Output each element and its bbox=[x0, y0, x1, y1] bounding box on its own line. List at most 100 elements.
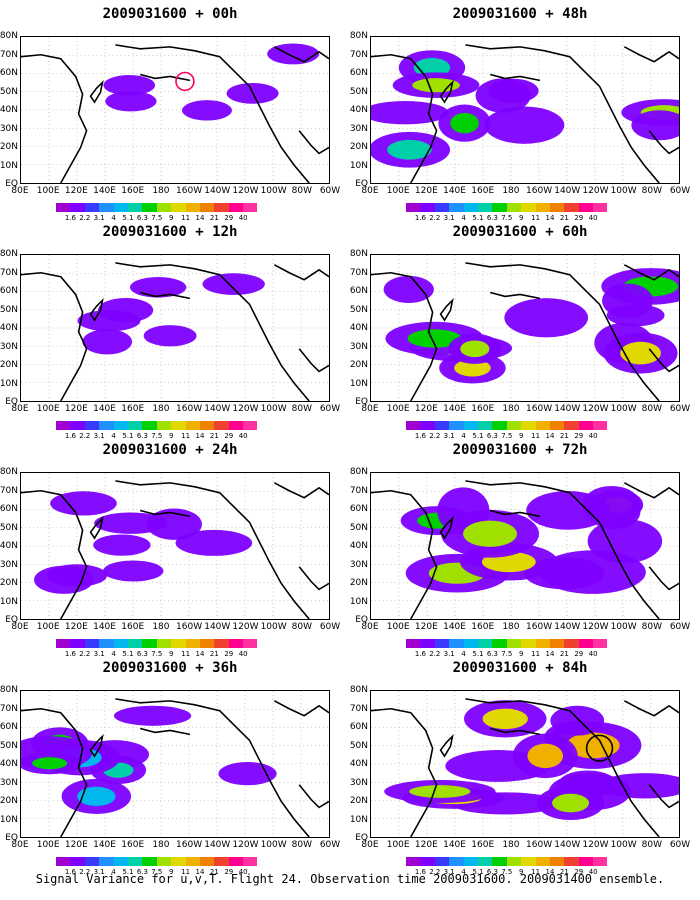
colorbar-label: 7.5 bbox=[151, 214, 163, 222]
lat-tick-label: 50N bbox=[0, 740, 18, 751]
lon-tick-label: 80E bbox=[11, 404, 29, 414]
variance-core bbox=[77, 786, 116, 807]
colorbar-swatch bbox=[84, 639, 100, 648]
lat-tick-label: 70N bbox=[349, 267, 368, 278]
colorbar-swatch bbox=[228, 421, 244, 430]
lat-tick-label: 40N bbox=[349, 759, 368, 769]
colorbar-swatch bbox=[549, 421, 565, 430]
lat-tick-label: EQ bbox=[355, 833, 368, 843]
colorbar-swatch bbox=[449, 421, 464, 430]
colorbar-label: 1.6 bbox=[414, 432, 426, 440]
colorbar-swatch bbox=[420, 857, 435, 866]
lon-tick-label: 180 bbox=[152, 622, 170, 632]
colorbar-swatch bbox=[420, 639, 435, 648]
lat-tick-label: 30N bbox=[0, 777, 18, 788]
lat-tick-label: EQ bbox=[5, 615, 18, 625]
coastline bbox=[490, 727, 541, 736]
lat-tick-label: 60N bbox=[349, 722, 368, 732]
coastline bbox=[439, 79, 454, 104]
colorbar-swatch bbox=[521, 203, 536, 212]
lon-tick-label: 180 bbox=[502, 186, 520, 196]
colorbar-swatch bbox=[463, 639, 478, 648]
lat-tick-label: 80N bbox=[0, 467, 18, 477]
colorbar-swatch bbox=[434, 857, 450, 866]
colorbar-label: 29 bbox=[574, 868, 584, 876]
coastline bbox=[490, 73, 541, 82]
colorbar-label: 29 bbox=[574, 432, 584, 440]
lon-tick-label: 140W bbox=[554, 622, 581, 632]
colorbar-swatch bbox=[420, 421, 435, 430]
colorbar-swatch bbox=[463, 857, 478, 866]
colorbar-label: 11 bbox=[181, 432, 191, 440]
colorbar-label: 2.2 bbox=[429, 868, 441, 876]
lon-tick-label: 100W bbox=[260, 622, 287, 632]
map-panel: 2009031600 + 72h 80N 70N 60N 50N 40N 30N 20N 10N… bbox=[350, 442, 690, 662]
colorbar-swatch bbox=[171, 203, 186, 212]
variance-core bbox=[527, 743, 564, 769]
colorbar-label: 5.1 bbox=[122, 650, 134, 658]
colorbar-label: 2.2 bbox=[429, 650, 441, 658]
colorbar-swatch bbox=[142, 203, 157, 212]
panel-title: 2009031600 + 84h bbox=[452, 660, 588, 676]
lon-tick-label: 100E bbox=[36, 186, 60, 196]
lon-tick-label: 120W bbox=[232, 840, 259, 850]
lon-tick-label: 180 bbox=[152, 404, 170, 414]
colorbar-label: 21 bbox=[559, 868, 569, 876]
colorbar-swatch bbox=[477, 203, 493, 212]
colorbar-label: 7.5 bbox=[151, 432, 163, 440]
lat-tick-label: 50N bbox=[0, 522, 18, 533]
colorbar-label: 21 bbox=[209, 868, 219, 876]
colorbar-swatch bbox=[113, 421, 128, 430]
lon-tick-label: 180 bbox=[502, 622, 520, 632]
lat-tick-label: 70N bbox=[349, 703, 368, 714]
variance-region bbox=[102, 560, 164, 582]
lat-tick-label: 10N bbox=[0, 814, 18, 825]
colorbar-swatch bbox=[506, 421, 522, 430]
coastline bbox=[648, 784, 679, 809]
colorbar-swatch bbox=[199, 203, 215, 212]
colorbar-swatch bbox=[477, 639, 493, 648]
coastline bbox=[273, 264, 329, 281]
colorbar-label: 1.6 bbox=[64, 214, 76, 222]
coastline bbox=[89, 733, 104, 758]
variance-core bbox=[566, 732, 620, 759]
colorbar-label: 1.6 bbox=[414, 650, 426, 658]
coastline bbox=[371, 707, 438, 837]
colorbar-label: 14 bbox=[545, 868, 555, 876]
lat-tick-label: 70N bbox=[349, 485, 368, 496]
lat-tick-label: EQ bbox=[5, 397, 18, 407]
colorbar-swatch bbox=[243, 857, 258, 866]
lat-tick-label: 30N bbox=[349, 123, 368, 134]
lat-tick-label: 10N bbox=[349, 378, 368, 389]
colorbar-swatch bbox=[477, 857, 493, 866]
lon-tick-label: 100E bbox=[386, 840, 410, 850]
map-panel: 2009031600 + 12h 80N 70N 60N 50N 40N 30N 20N 10N… bbox=[0, 224, 340, 444]
lon-tick-label: 120W bbox=[582, 840, 609, 850]
lon-tick-label: 80E bbox=[11, 186, 29, 196]
colorbar-label: 40 bbox=[238, 214, 248, 222]
colorbar-swatch bbox=[199, 857, 215, 866]
colorbar-label: 6.3 bbox=[486, 868, 498, 876]
lon-tick-label: 80W bbox=[291, 622, 312, 632]
panel-title: 2009031600 + 48h bbox=[452, 6, 588, 22]
coastline bbox=[298, 784, 329, 809]
variance-region bbox=[175, 529, 253, 556]
colorbar-swatch bbox=[171, 639, 186, 648]
coastline bbox=[490, 509, 541, 518]
colorbar bbox=[406, 421, 608, 430]
lat-tick-label: 20N bbox=[0, 142, 18, 152]
colorbar-label: 2.2 bbox=[79, 868, 91, 876]
variance-region bbox=[504, 298, 589, 338]
colorbar-label: 7.5 bbox=[501, 868, 513, 876]
colorbar-swatch bbox=[578, 639, 594, 648]
coastline bbox=[465, 44, 660, 183]
colorbar-swatch bbox=[535, 639, 550, 648]
colorbar-swatch bbox=[406, 639, 421, 648]
colorbar-swatch bbox=[243, 421, 258, 430]
lon-tick-label: 80E bbox=[361, 622, 379, 632]
lon-tick-label: 140E bbox=[93, 186, 116, 196]
colorbar-swatch bbox=[535, 203, 550, 212]
lon-tick-label: 60W bbox=[669, 404, 691, 414]
colorbar-swatch bbox=[564, 421, 579, 430]
coastline bbox=[648, 348, 679, 373]
